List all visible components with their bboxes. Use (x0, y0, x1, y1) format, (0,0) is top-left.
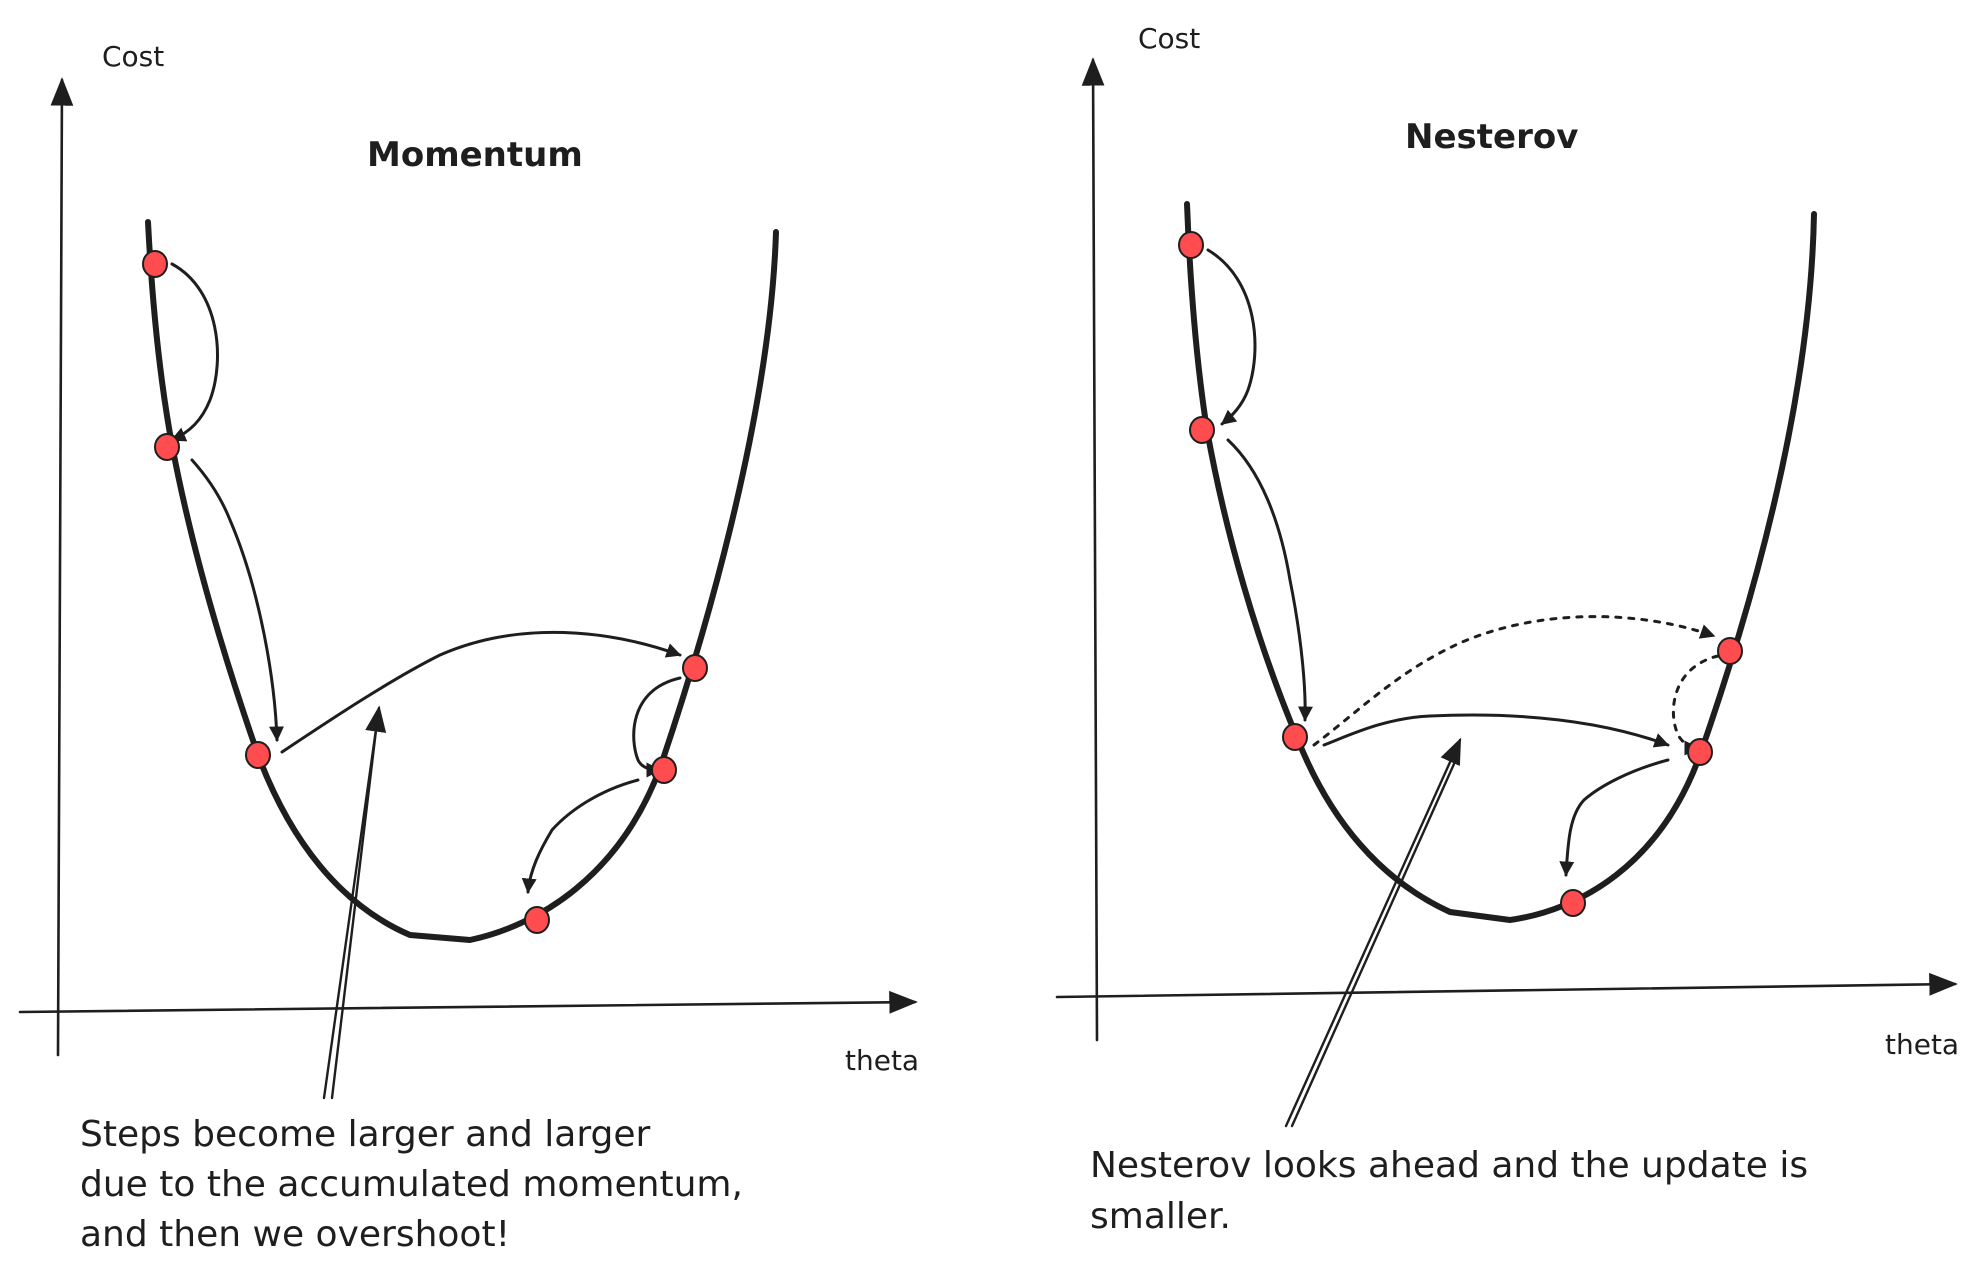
momentum-x-axis-label: theta (845, 1044, 919, 1077)
momentum-point-1 (142, 250, 168, 278)
momentum-point-4 (682, 654, 708, 682)
momentum-y-axis-label: Cost (102, 40, 164, 73)
momentum-point-2 (154, 433, 180, 461)
nesterov-step-arrow-1 (1206, 248, 1257, 426)
nesterov-correction-arrow (1671, 654, 1720, 756)
momentum-cost-curve (145, 219, 779, 943)
momentum-x-axis (18, 990, 918, 1014)
nesterov-step-arrow-3 (1322, 713, 1670, 748)
nesterov-x-axis-label: theta (1885, 1028, 1959, 1061)
momentum-step-arrow-3 (280, 630, 682, 754)
nesterov-point-5 (1560, 889, 1586, 917)
nesterov-annotation-line-1: Nesterov looks ahead and the update is (1090, 1145, 1808, 1186)
nesterov-point-1 (1178, 231, 1204, 259)
nesterov-panel: Cost theta Nesterov Nesterov looks ahead… (1055, 22, 1959, 1237)
nesterov-annotation: Nesterov looks ahead and the update is s… (1090, 1145, 1820, 1237)
nesterov-point-4 (1687, 738, 1713, 766)
nesterov-lookahead-point (1717, 637, 1743, 665)
momentum-title: Momentum (367, 135, 583, 175)
momentum-annotation-pointer-shadow (330, 720, 379, 1100)
nesterov-lookahead-arrow (1312, 615, 1716, 747)
momentum-point-6 (524, 906, 550, 934)
nesterov-annotation-line-2: smaller. (1090, 1196, 1231, 1237)
nesterov-step-arrow-4 (1559, 758, 1670, 877)
nesterov-point-2 (1189, 416, 1215, 444)
momentum-annotation-line-2: due to the accumulated momentum, (80, 1164, 743, 1205)
nesterov-annotation-pointer (1284, 737, 1462, 1128)
momentum-step-arrow-2 (190, 458, 285, 742)
momentum-panel: Cost theta Momentum Steps become larger … (18, 40, 919, 1255)
momentum-point-3 (245, 741, 271, 769)
momentum-annotation: Steps become larger and larger due to th… (80, 1114, 754, 1255)
momentum-step-arrow-1 (170, 262, 219, 442)
nesterov-point-3 (1282, 723, 1308, 751)
momentum-annotation-line-3: and then we overshoot! (80, 1214, 510, 1255)
nesterov-y-axis (1081, 57, 1105, 1042)
momentum-point-5 (651, 756, 677, 784)
nesterov-annotation-pointer-shadow (1290, 753, 1460, 1128)
momentum-annotation-line-1: Steps become larger and larger (80, 1114, 651, 1155)
nesterov-title: Nesterov (1405, 117, 1578, 157)
nesterov-x-axis (1055, 972, 1958, 999)
momentum-step-arrow-5 (521, 778, 640, 894)
momentum-y-axis (50, 77, 74, 1057)
nesterov-step-arrow-2 (1226, 438, 1313, 722)
nesterov-y-axis-label: Cost (1138, 22, 1200, 55)
nesterov-cost-curve (1184, 201, 1817, 923)
momentum-step-arrow-4 (632, 676, 682, 778)
